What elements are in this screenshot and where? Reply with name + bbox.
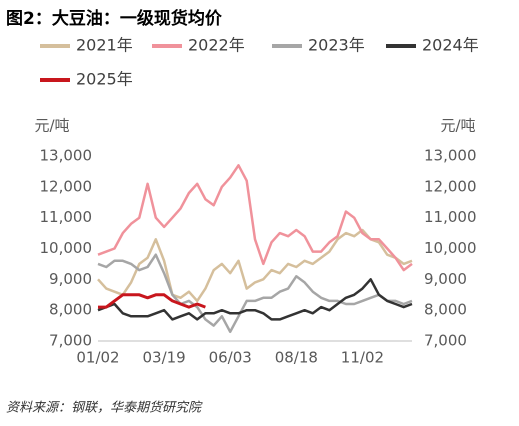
x-tick-label: 01/02	[76, 349, 119, 367]
y-tick-label: 12,000	[40, 177, 93, 195]
legend-label: 2022年	[188, 36, 245, 55]
y-tick-label: 7,000	[49, 332, 92, 350]
y2-tick-label: 9,000	[424, 270, 467, 288]
legend-label: 2021年	[76, 36, 133, 55]
y2-tick-label: 11,000	[424, 208, 477, 226]
y2-tick-label: 10,000	[424, 239, 477, 257]
y2-tick-label: 12,000	[424, 177, 477, 195]
y2-tick-label: 13,000	[424, 147, 477, 165]
series-line	[97, 278, 413, 321]
x-tick-label: 03/19	[142, 349, 185, 367]
y-tick-label: 8,000	[49, 301, 92, 319]
chart-title: 图2：大豆油：一级现货均价	[6, 8, 223, 29]
source-note: 资料来源：钢联，华泰期货研究院	[6, 400, 203, 416]
legend-label: 2023年	[308, 36, 365, 55]
x-tick-label: 11/02	[341, 349, 384, 367]
y-tick-label: 9,000	[49, 270, 92, 288]
series-line	[98, 293, 206, 309]
x-tick-label: 06/03	[209, 349, 252, 367]
series-line	[97, 164, 413, 272]
y-axis-label: 元/吨	[34, 117, 69, 135]
series-line	[97, 228, 413, 303]
y2-tick-label: 7,000	[424, 332, 467, 350]
legend-label: 2024年	[422, 36, 479, 55]
y-tick-label: 11,000	[40, 208, 93, 226]
y-tick-label: 10,000	[40, 239, 93, 257]
y2-axis-label: 元/吨	[440, 117, 475, 135]
series-line	[97, 253, 413, 334]
legend-label: 2025年	[76, 70, 133, 89]
y2-tick-label: 8,000	[424, 301, 467, 319]
y-tick-label: 13,000	[40, 147, 93, 165]
x-tick-label: 08/18	[275, 349, 318, 367]
